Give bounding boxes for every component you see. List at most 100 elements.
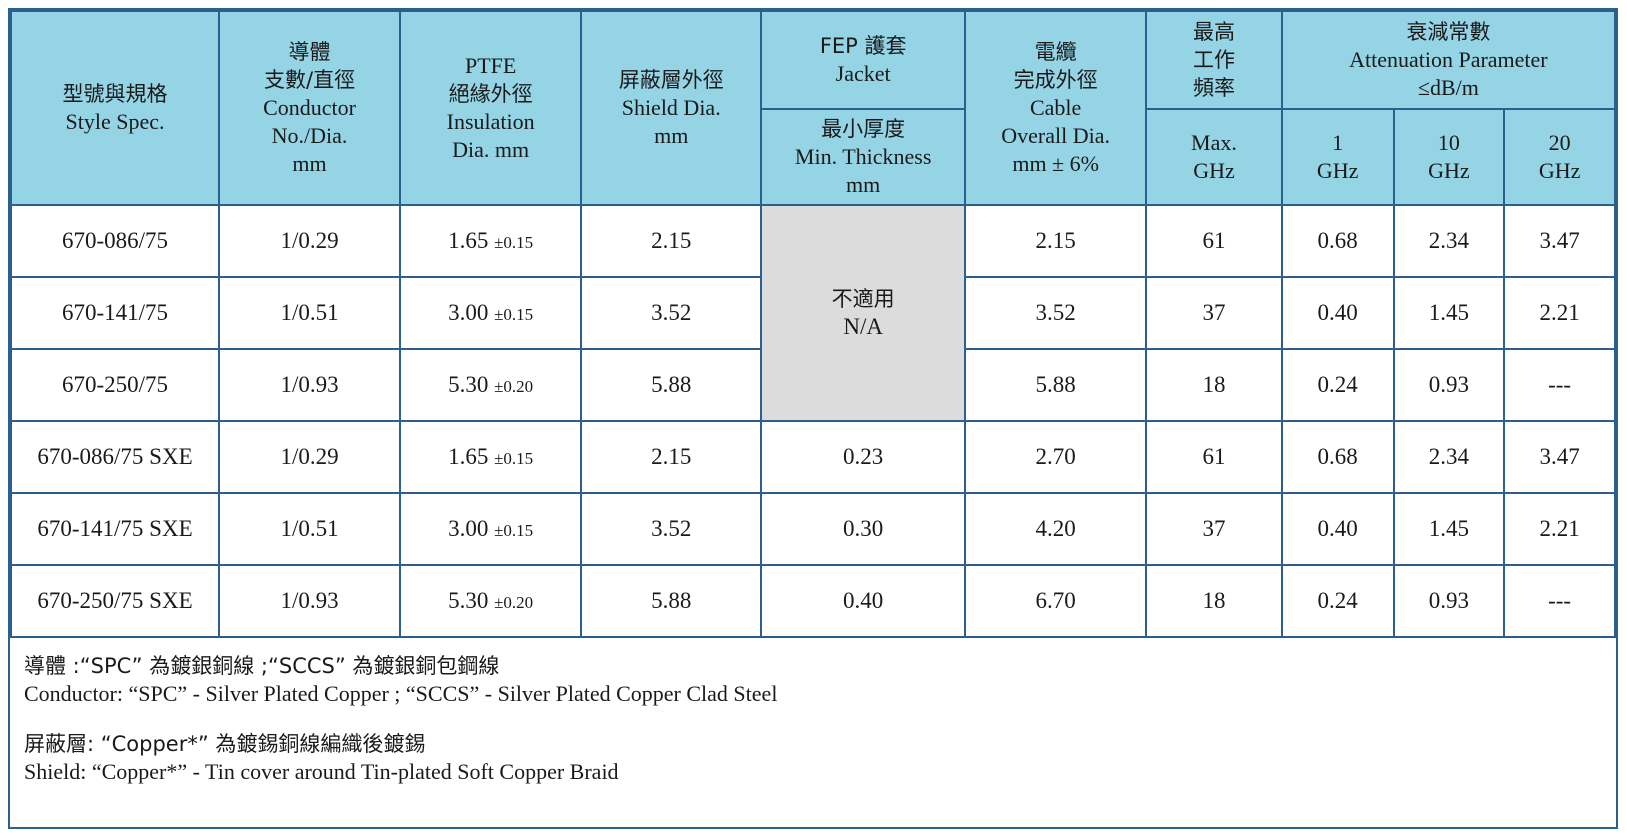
header-insulation-en1: PTFE — [464, 53, 517, 78]
table-row: 670-086/75 1/0.29 1.65 ±0.15 2.15 不適用 N/… — [10, 204, 1616, 422]
cell-conductor: 1/0.93 — [217, 348, 402, 422]
insulation-value: 3.00 — [448, 300, 489, 325]
cell-shield: 2.15 — [580, 204, 763, 278]
cell-insulation: 5.30 ±0.20 — [399, 564, 583, 638]
header-att-10ghz-n: 10 — [1437, 130, 1460, 155]
header-max-ghz-en2: GHz — [1193, 158, 1235, 183]
header-attenuation: 衰減常數 Attenuation Parameter ≤dB/m — [1280, 10, 1617, 110]
header-jacket-thickness-zh: 最小厚度 — [821, 117, 906, 141]
na-en: N/A — [843, 314, 883, 339]
cell-jacket: 0.30 — [760, 492, 967, 566]
cell-shield: 5.88 — [580, 564, 763, 638]
na-zh: 不適用 — [831, 287, 895, 311]
spec-sheet: 型號與規格 Style Spec. 導體 支數/直徑 Conductor No.… — [8, 8, 1618, 829]
conductor-note-en: Conductor: “SPC” - Silver Plated Copper … — [24, 681, 778, 706]
cell-conductor: 1/0.29 — [217, 420, 402, 494]
header-shield: 屏蔽層外徑 Shield Dia. mm — [580, 10, 763, 206]
cell-att-1ghz: 0.68 — [1280, 420, 1395, 494]
table-row: 670-250/75 SXE 1/0.93 5.30 ±0.20 5.88 0.… — [10, 564, 1616, 638]
conductor-note-zh: 導體 :“SPC” 為鍍銀銅線 ;“SCCS” 為鍍銀銅包鋼線 — [24, 654, 500, 678]
cell-max-freq: 18 — [1145, 348, 1283, 422]
header-att-10ghz-u: GHz — [1428, 158, 1470, 183]
cell-style: 670-250/75 — [10, 348, 220, 422]
cell-att-1ghz: 0.40 — [1280, 492, 1395, 566]
cell-att-1ghz: 0.40 — [1280, 276, 1395, 350]
cell-att-1ghz: 0.24 — [1280, 564, 1395, 638]
insulation-value: 1.65 — [448, 444, 489, 469]
header-max-freq-zh2: 工作 — [1192, 48, 1235, 72]
header-att-10ghz: 10 GHz — [1392, 108, 1506, 206]
insulation-tolerance: ±0.15 — [494, 449, 534, 468]
header-insulation-zh: 絕緣外徑 — [448, 82, 533, 106]
cell-insulation: 1.65 ±0.15 — [399, 420, 583, 494]
header-conductor-en3: mm — [292, 151, 327, 176]
header-max-ghz-en1: Max. — [1191, 130, 1237, 155]
insulation-tolerance: ±0.15 — [494, 305, 534, 324]
cell-cable: 6.70 — [964, 564, 1148, 638]
header-jacket-thickness: 最小厚度 Min. Thickness mm — [760, 108, 967, 206]
header-shield-en1: Shield Dia. — [621, 95, 721, 120]
cell-cable: 3.52 — [964, 276, 1148, 350]
cell-insulation: 1.65 ±0.15 — [399, 204, 583, 278]
cell-cable: 5.88 — [964, 348, 1148, 422]
spec-table: 型號與規格 Style Spec. 導體 支數/直徑 Conductor No.… — [10, 10, 1617, 638]
header-att-20ghz: 20 GHz — [1503, 108, 1616, 206]
header-cable-zh2: 完成外徑 — [1013, 68, 1098, 92]
header-conductor-zh2: 支數/直徑 — [264, 68, 356, 92]
insulation-value: 5.30 — [448, 372, 489, 397]
cell-shield: 3.52 — [580, 276, 763, 350]
cell-att-10ghz: 2.34 — [1392, 420, 1506, 494]
cell-att-10ghz: 0.93 — [1392, 564, 1506, 638]
header-max-ghz: Max. GHz — [1145, 108, 1283, 206]
cell-insulation: 3.00 ±0.15 — [399, 276, 583, 350]
cell-jacket: 0.23 — [760, 420, 967, 494]
header-max-freq-zh3: 頻率 — [1192, 76, 1235, 100]
header-shield-en2: mm — [654, 123, 689, 148]
cell-cable: 4.20 — [964, 492, 1148, 566]
cell-insulation: 5.30 ±0.20 — [399, 348, 583, 422]
header-cable-en3: mm ± 6% — [1012, 151, 1099, 176]
header-row-1: 型號與規格 Style Spec. 導體 支數/直徑 Conductor No.… — [10, 10, 1617, 206]
insulation-tolerance: ±0.15 — [494, 233, 534, 252]
header-shield-zh: 屏蔽層外徑 — [618, 68, 724, 92]
cell-conductor: 1/0.93 — [217, 564, 402, 638]
cell-att-1ghz: 0.24 — [1280, 348, 1395, 422]
cell-conductor: 1/0.51 — [217, 276, 402, 350]
cell-max-freq: 37 — [1145, 492, 1283, 566]
cell-max-freq: 61 — [1145, 420, 1283, 494]
cell-style: 670-086/75 SXE — [10, 420, 220, 494]
cell-style: 670-250/75 SXE — [10, 564, 220, 638]
cell-shield: 5.88 — [580, 348, 763, 422]
insulation-value: 3.00 — [448, 516, 489, 541]
cell-att-1ghz: 0.68 — [1280, 204, 1395, 278]
header-insulation: PTFE 絕緣外徑 Insulation Dia. mm — [399, 10, 583, 206]
header-style-en: Style Spec. — [65, 109, 165, 134]
cell-conductor: 1/0.29 — [217, 204, 402, 278]
table-row: 670-250/75 1/0.93 5.30 ±0.20 5.88 5.88 1… — [10, 348, 1616, 422]
header-insulation-en3: Dia. mm — [452, 137, 530, 162]
cell-att-10ghz: 1.45 — [1392, 492, 1506, 566]
table-row: 670-086/75 SXE 1/0.29 1.65 ±0.15 2.15 0.… — [10, 420, 1616, 494]
header-row-2: 最小厚度 Min. Thickness mm Max. GHz 1 GHz 10… — [11, 108, 1616, 206]
insulation-value: 5.30 — [448, 588, 489, 613]
conductor-note: 導體 :“SPC” 為鍍銀銅線 ;“SCCS” 為鍍銀銅包鋼線 Conducto… — [24, 652, 1602, 708]
shield-note: 屏蔽層: “Copper*” 為鍍錫銅線編織後鍍錫 Shield: “Coppe… — [24, 730, 1602, 786]
header-att-1ghz-n: 1 — [1332, 130, 1344, 155]
cell-shield: 2.15 — [580, 420, 763, 494]
header-cable-en1: Cable — [1029, 95, 1082, 120]
cell-att-10ghz: 2.34 — [1392, 204, 1506, 278]
cell-jacket: 0.40 — [760, 564, 967, 638]
header-att-1ghz: 1 GHz — [1280, 108, 1395, 206]
table-row: 670-141/75 1/0.51 3.00 ±0.15 3.52 3.52 3… — [10, 276, 1616, 350]
cell-att-20ghz: 2.21 — [1503, 276, 1616, 350]
cell-shield: 3.52 — [580, 492, 763, 566]
header-attenuation-en1: Attenuation Parameter — [1349, 47, 1548, 72]
insulation-value: 1.65 — [448, 228, 489, 253]
header-max-freq: 最高 工作 頻率 — [1145, 10, 1283, 110]
insulation-tolerance: ±0.15 — [494, 521, 534, 540]
cell-jacket-na: 不適用 N/A — [760, 204, 967, 422]
header-style-zh: 型號與規格 — [62, 82, 168, 106]
cell-style: 670-086/75 — [10, 204, 220, 278]
header-attenuation-zh: 衰減常數 — [1406, 20, 1491, 44]
cell-conductor: 1/0.51 — [217, 492, 402, 566]
